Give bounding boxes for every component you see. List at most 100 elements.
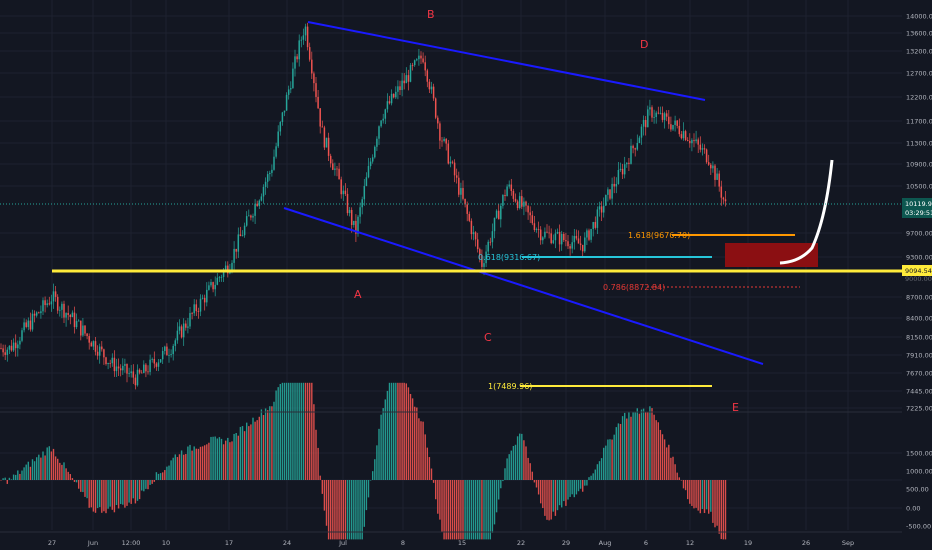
oscillator-bar xyxy=(552,480,554,512)
candle-body xyxy=(292,68,294,89)
candle-body xyxy=(82,325,84,336)
candle-body xyxy=(103,349,105,358)
candle-body xyxy=(470,220,473,235)
oscillator-bar xyxy=(132,480,134,499)
candle-body xyxy=(115,366,118,372)
oscillator-bar xyxy=(657,422,659,480)
oscillator-bar xyxy=(678,477,680,480)
oscillator-bar xyxy=(405,383,407,480)
candle-body xyxy=(554,233,557,241)
candle-body xyxy=(712,165,714,169)
oscillator-bar xyxy=(302,382,305,480)
candle-body xyxy=(548,232,550,234)
candle-body xyxy=(59,309,61,311)
oscillator-bar xyxy=(376,445,378,480)
candle-body xyxy=(363,185,366,200)
candle-body xyxy=(353,220,355,225)
oscillator-bar xyxy=(701,480,704,509)
oscillator-bar xyxy=(367,480,370,498)
oscillator-bar xyxy=(659,429,662,480)
candle-body xyxy=(569,246,571,249)
candle-body xyxy=(90,342,93,347)
upper-channel-line[interactable] xyxy=(307,21,706,101)
candle-body xyxy=(407,75,410,82)
oscillator-bar xyxy=(342,480,344,540)
candle-body xyxy=(621,168,624,175)
oscillator-bar xyxy=(561,480,563,508)
candle-body xyxy=(308,47,311,60)
candle-body xyxy=(374,146,376,158)
price-tick-label: 14000.00 xyxy=(906,13,932,21)
candle-body xyxy=(44,300,46,306)
oscillator-bar xyxy=(124,480,126,508)
projection-curve[interactable] xyxy=(779,159,834,265)
oscillator-bar xyxy=(418,418,420,480)
time-tick-label: 6 xyxy=(644,539,648,547)
candle-body xyxy=(231,262,233,270)
oscillator-bar xyxy=(519,433,521,480)
candle-body xyxy=(592,222,594,229)
oscillator-bar xyxy=(304,382,307,480)
oscillator-bar xyxy=(705,480,708,510)
candle-body xyxy=(88,336,90,343)
candle-body xyxy=(56,296,59,311)
candle-body xyxy=(384,109,387,119)
candle-body xyxy=(628,162,630,164)
candle-body xyxy=(189,313,191,327)
candle-body xyxy=(720,186,723,198)
oscillator-bar xyxy=(254,421,256,480)
candle-body xyxy=(556,231,559,234)
candle-body xyxy=(243,225,246,236)
oscillator-bar xyxy=(435,480,437,500)
candle-body xyxy=(674,120,676,125)
oscillator-bar xyxy=(630,416,632,480)
time-tick-label: 10 xyxy=(162,539,170,547)
oscillator-bar xyxy=(96,480,99,509)
oscillator-bar xyxy=(695,480,697,508)
candle-body xyxy=(500,205,502,220)
time-tick-label: 24 xyxy=(283,539,291,547)
candle-body xyxy=(443,138,445,142)
candle-body xyxy=(77,320,80,322)
oscillator-bar xyxy=(113,480,116,513)
candle-body xyxy=(495,210,498,218)
osc-tick-label: -500.00 xyxy=(906,523,931,531)
candle-body xyxy=(161,350,164,360)
candle-body xyxy=(336,168,338,170)
time-axis[interactable]: 27 Jun 12:00 10 17 24 Jul 8 15 22 29 Aug 6 12 19 26 Sep xyxy=(0,531,902,547)
oscillator-bar xyxy=(29,466,32,480)
candle-body xyxy=(707,162,710,165)
oscillator-bar xyxy=(117,480,120,509)
price-tick-label: 7910.00 xyxy=(906,352,932,360)
oscillator-bar xyxy=(294,382,296,480)
candle-body xyxy=(344,190,347,194)
oscillator-bar xyxy=(334,480,336,540)
candle-body xyxy=(420,55,422,59)
candle-body xyxy=(413,60,416,66)
candle-body xyxy=(80,320,82,336)
candle-body xyxy=(48,303,51,305)
oscillator-bar xyxy=(157,473,160,480)
candle-body xyxy=(222,269,225,277)
candle-body xyxy=(313,73,315,84)
candle-body xyxy=(644,119,647,128)
candle-body xyxy=(630,145,632,164)
oscillator-bar xyxy=(577,480,580,492)
oscillator-bar xyxy=(621,416,624,480)
candle-body xyxy=(565,240,567,242)
candle-body xyxy=(4,352,6,355)
oscillator-bar xyxy=(258,416,260,480)
oscillator-bar xyxy=(325,480,328,526)
oscillator-bar xyxy=(42,451,44,480)
lower-channel-line[interactable] xyxy=(283,207,764,365)
candle-body xyxy=(649,107,651,110)
candle-body xyxy=(342,190,345,195)
price-tick-label: 8400.00 xyxy=(906,315,932,323)
oscillator-bar xyxy=(126,480,128,506)
candle-body xyxy=(680,134,683,139)
price-axis[interactable]: 14000.00 13600.00 13200.00 12700.00 12200.00… xyxy=(906,13,932,413)
oscillator-bar xyxy=(180,450,183,480)
oscillator-axis[interactable]: 1500.00 1000.00 500.00 0.00 -500.00 xyxy=(906,450,932,531)
oscillator-bar xyxy=(588,477,590,480)
